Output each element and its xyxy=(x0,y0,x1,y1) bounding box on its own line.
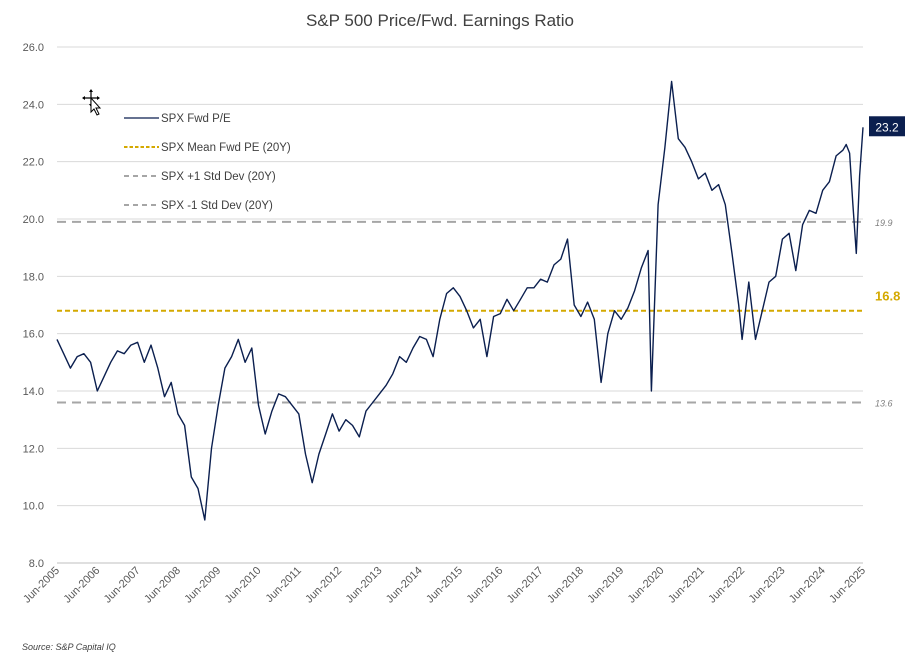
y-tick-label: 10.0 xyxy=(23,501,44,513)
x-tick-label: Jun-2014 xyxy=(384,565,425,606)
y-tick-label: 20.0 xyxy=(23,214,44,226)
x-tick-label: Jun-2007 xyxy=(102,565,143,606)
last-value-box xyxy=(869,116,905,137)
x-tick-label: Jun-2021 xyxy=(666,565,707,606)
x-tick-label: Jun-2025 xyxy=(827,565,868,606)
x-tick-label: Jun-2015 xyxy=(424,565,465,606)
y-tick-label: 22.0 xyxy=(23,157,44,169)
y-tick-label: 18.0 xyxy=(23,271,44,283)
cursor-move-icon xyxy=(82,89,102,116)
y-tick-label: 24.0 xyxy=(23,99,44,111)
reference-line-label: 19.9 xyxy=(875,218,893,228)
x-tick-label: Jun-2016 xyxy=(464,565,505,606)
x-tick-label: Jun-2020 xyxy=(626,565,667,606)
reference-line-label: 16.8 xyxy=(875,289,900,304)
y-tick-label: 14.0 xyxy=(23,386,44,398)
source-note: Source: S&P Capital IQ xyxy=(22,642,116,652)
y-tick-label: 16.0 xyxy=(23,329,44,341)
x-axis: Jun-2005 Jun-2006 Jun-2007 Jun-2008 Jun-2009… xyxy=(21,562,868,606)
chart-title: S&P 500 Price/Fwd. Earnings Ratio xyxy=(306,11,574,30)
x-tick-label: Jun-2005 xyxy=(21,565,62,606)
x-tick-label: Jun-2008 xyxy=(142,565,183,606)
y-axis: 8.0 10.0 12.0 14.0 16.0 18.0 20.0 22.0 24.0 26.0 xyxy=(23,42,44,570)
x-tick-label: Jun-2022 xyxy=(706,565,747,606)
legend-label: SPX -1 Std Dev (20Y) xyxy=(161,200,273,212)
x-tick-label: Jun-2019 xyxy=(585,565,626,606)
x-tick-label: Jun-2011 xyxy=(264,565,304,605)
x-tick-label: Jun-2012 xyxy=(303,565,344,606)
reference-lines: 16.8 19.9 13.6 xyxy=(57,218,900,408)
y-tick-label: 8.0 xyxy=(29,558,44,570)
x-tick-label: Jun-2013 xyxy=(344,565,385,606)
legend: SPX Fwd P/E SPX Mean Fwd PE (20Y) SPX +1 S… xyxy=(124,113,291,212)
x-tick-label: Jun-2017 xyxy=(505,565,546,606)
y-tick-label: 26.0 xyxy=(23,42,44,54)
series-lines: 23.2 xyxy=(56,80,905,521)
last-value-label: 23.2 xyxy=(875,120,899,134)
legend-label: SPX +1 Std Dev (20Y) xyxy=(161,171,276,183)
x-tick-label: Jun-2024 xyxy=(787,565,828,606)
y-tick-label: 12.0 xyxy=(23,443,44,455)
reference-line-label: 13.6 xyxy=(875,398,893,408)
legend-label: SPX Fwd P/E xyxy=(161,113,231,125)
x-tick-label: Jun-2009 xyxy=(182,565,223,606)
x-tick-label: Jun-2023 xyxy=(747,565,788,606)
pe-series-line xyxy=(56,80,864,521)
gridlines xyxy=(57,46,863,564)
legend-label: SPX Mean Fwd PE (20Y) xyxy=(161,142,291,154)
x-tick-label: Jun-2010 xyxy=(223,565,264,606)
x-tick-label: Jun-2018 xyxy=(545,565,586,606)
x-tick-label: Jun-2006 xyxy=(61,565,102,606)
